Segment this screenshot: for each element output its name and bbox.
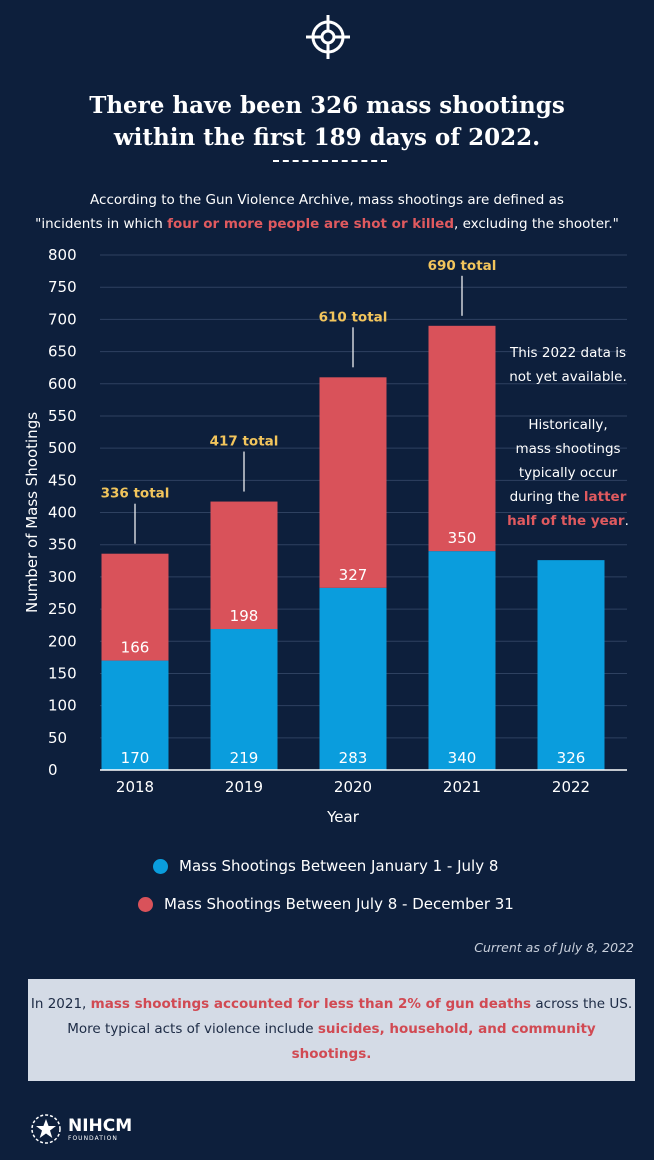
bar-jul-dec (101, 553, 169, 661)
title-divider (273, 160, 387, 162)
x-tick-label: 2021 (443, 778, 481, 796)
footer-text: across the US. (531, 996, 633, 1012)
note-text: This 2022 data is (509, 345, 626, 361)
note-text: typically occur (519, 465, 618, 481)
subtitle: According to the Gun Violence Archive, m… (0, 188, 654, 236)
bar-value-label: 350 (448, 529, 477, 547)
legend-label: Mass Shootings Between January 1 - July … (179, 857, 499, 875)
bar-value-label: 327 (339, 566, 368, 584)
y-tick-label: 0 (48, 761, 58, 779)
subtitle-text: "incidents in which (35, 216, 168, 232)
bar-value-label: 326 (557, 749, 586, 767)
y-tick-label: 500 (48, 439, 77, 457)
footer-line-1: In 2021, mass shootings accounted for le… (28, 992, 635, 1017)
bar-jan-jul (537, 560, 605, 770)
footer-text: In 2021, (30, 996, 91, 1012)
subtitle-highlight: four or more people are shot or killed (167, 216, 454, 232)
footer-highlight: suicides, household, and community (317, 1021, 596, 1037)
total-label: 336 total (101, 486, 170, 502)
note-text: mass shootings (515, 441, 620, 457)
legend-item-jan-jul: Mass Shootings Between January 1 - July … (153, 857, 498, 875)
bar-jan-jul (210, 629, 278, 770)
x-tick-label: 2018 (116, 778, 154, 796)
logo-name: NIHCM (68, 1115, 133, 1136)
y-tick-label: 800 (48, 246, 77, 264)
bar-value-label: 198 (230, 607, 259, 625)
footer-highlight: shootings. (291, 1046, 372, 1062)
nihcm-logo[interactable]: NIHCM FOUNDATION (30, 1113, 132, 1145)
legend-item-jul-dec: Mass Shootings Between July 8 - December… (138, 895, 514, 913)
crosshair-icon (306, 15, 350, 59)
footer-highlight: mass shootings accounted for less than 2… (90, 996, 532, 1012)
legend-label: Mass Shootings Between July 8 - December… (164, 895, 514, 913)
stacked-bar-chart: 0 50 100 150 200 250 300 350 400 450 500 550 600 650 7… (23, 246, 629, 826)
current-as-of: Current as of July 8, 2022 (474, 940, 634, 955)
y-tick-label: 300 (48, 568, 77, 586)
total-label: 417 total (210, 434, 279, 450)
y-tick-label: 200 (48, 632, 77, 650)
y-tick-label: 450 (48, 471, 77, 489)
subtitle-line-2: "incidents in which four or more people … (0, 212, 654, 236)
note-line: half of the year. (507, 513, 629, 529)
y-tick-label: 50 (48, 729, 67, 747)
note-text: Historically, (528, 417, 607, 433)
note-line: not yet available. (509, 369, 627, 385)
logo-subtitle: FOUNDATION (68, 1134, 118, 1142)
y-tick-label: 100 (48, 697, 77, 715)
y-tick-label: 400 (48, 504, 77, 522)
note-text: . (625, 513, 629, 529)
total-label: 690 total (428, 258, 497, 274)
footer-text: More typical acts of violence include (67, 1021, 318, 1037)
y-tick-label: 750 (48, 278, 77, 296)
y-axis-title: Number of Mass Shootings (23, 412, 41, 613)
note-text: during the (510, 489, 584, 505)
note-line: during the latter (510, 489, 627, 505)
x-tick-label: 2022 (552, 778, 590, 796)
bar-jan-jul (428, 551, 496, 770)
bar-jan-jul (319, 587, 387, 770)
subtitle-text: , excluding the shooter." (453, 216, 619, 232)
bar-value-label: 170 (121, 749, 150, 767)
legend-swatch-blue (153, 858, 168, 874)
note-line: Historically, (528, 417, 607, 433)
title-line-2: within the first 189 days of 2022. (113, 124, 541, 151)
x-tick-label: 2020 (334, 778, 372, 796)
x-tick-label: 2019 (225, 778, 263, 796)
bar-jul-dec (428, 325, 496, 552)
y-tick-label: 600 (48, 375, 77, 393)
y-tick-label: 150 (48, 664, 77, 682)
bar-jul-dec (210, 501, 278, 630)
y-tick-label: 550 (48, 407, 77, 425)
note-highlight: half of the year (507, 513, 625, 529)
note-text: not yet available. (509, 369, 627, 385)
note-line: mass shootings (515, 441, 620, 457)
bar-value-label: 166 (121, 639, 150, 657)
nihcm-star-logo (31, 1114, 61, 1144)
footer-callout: In 2021, mass shootings accounted for le… (28, 979, 635, 1081)
legend-swatch-red (138, 896, 153, 912)
note-line: typically occur (519, 465, 618, 481)
subtitle-line-1: According to the Gun Violence Archive, m… (90, 192, 564, 208)
bar-jan-jul (101, 660, 169, 770)
y-tick-label: 700 (48, 310, 77, 328)
y-tick-label: 350 (48, 536, 77, 554)
bar-value-label: 219 (230, 749, 259, 767)
bar-jul-dec (319, 377, 387, 588)
note-highlight: latter (584, 489, 627, 505)
title-line-1: There have been 326 mass shootings (89, 92, 565, 119)
footer-line-2: More typical acts of violence include su… (28, 1017, 635, 1042)
note-line: This 2022 data is (509, 345, 626, 361)
total-label: 610 total (319, 309, 388, 325)
bar-value-label: 283 (339, 749, 368, 767)
y-tick-label: 650 (48, 343, 77, 361)
page-title: There have been 326 mass shootings withi… (0, 90, 654, 154)
x-axis-title: Year (326, 808, 360, 826)
footer-line-3: shootings. (28, 1042, 635, 1067)
y-tick-label: 250 (48, 600, 77, 618)
bar-value-label: 340 (448, 749, 477, 767)
